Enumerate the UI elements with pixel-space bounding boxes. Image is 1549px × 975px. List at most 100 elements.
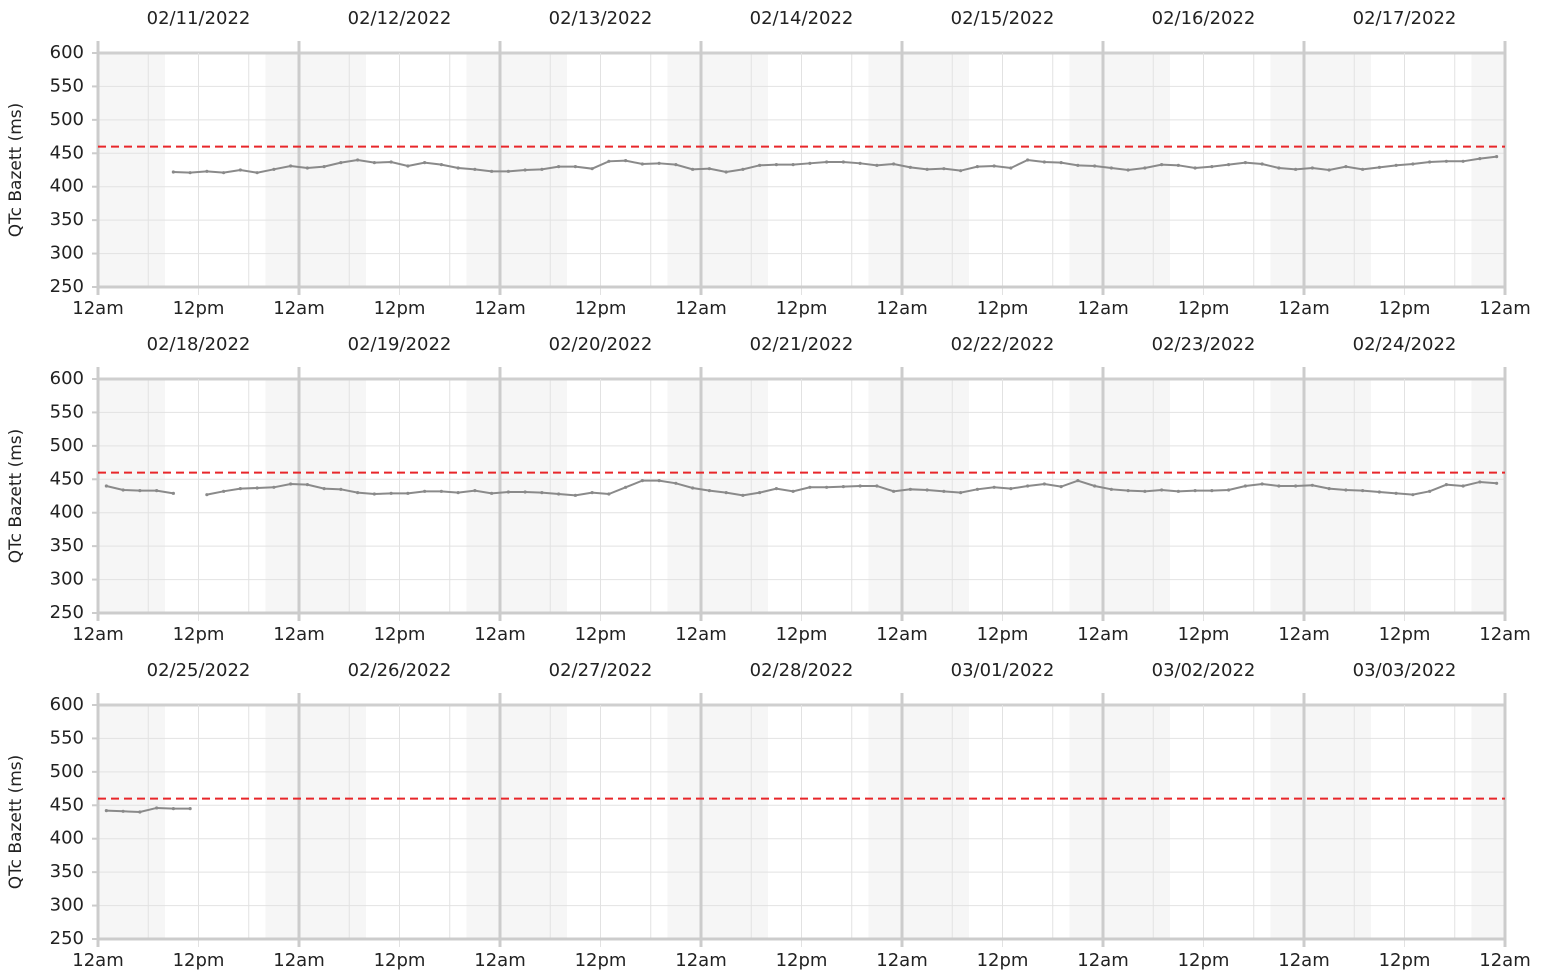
date-label: 02/15/2022 xyxy=(951,8,1055,29)
x-tick-label: 12am xyxy=(1278,624,1329,645)
data-point xyxy=(356,158,360,162)
data-point xyxy=(841,485,845,489)
y-tick-label: 600 xyxy=(50,694,84,715)
date-label: 03/03/2022 xyxy=(1353,660,1457,681)
x-tick-label: 12am xyxy=(72,624,123,645)
y-tick-label: 450 xyxy=(50,794,84,815)
data-point xyxy=(1260,482,1264,486)
date-label: 02/24/2022 xyxy=(1353,334,1457,355)
data-point xyxy=(791,163,795,167)
y-tick-label: 300 xyxy=(50,243,84,264)
x-tick-label: 12pm xyxy=(575,950,627,971)
date-label: 02/18/2022 xyxy=(147,334,251,355)
x-tick-label: 12am xyxy=(1278,950,1329,971)
date-label: 02/20/2022 xyxy=(549,334,653,355)
x-tick-label: 12am xyxy=(1479,624,1530,645)
date-label: 02/13/2022 xyxy=(549,8,653,29)
data-point xyxy=(272,485,276,489)
data-point xyxy=(1428,160,1432,164)
data-line xyxy=(173,155,1497,174)
y-tick-label: 450 xyxy=(50,142,84,163)
data-point xyxy=(322,487,326,491)
data-point xyxy=(1176,163,1180,167)
y-tick-label: 600 xyxy=(50,42,84,63)
x-tick-label: 12am xyxy=(273,950,324,971)
data-point xyxy=(1310,483,1314,487)
data-point xyxy=(1160,488,1164,492)
data-point xyxy=(1109,487,1113,491)
data-point xyxy=(1227,488,1231,492)
data-point xyxy=(1109,166,1113,170)
date-label: 02/25/2022 xyxy=(147,660,251,681)
data-point xyxy=(607,159,611,163)
data-point xyxy=(155,489,159,493)
data-point xyxy=(1495,481,1499,485)
data-point xyxy=(1143,166,1147,170)
data-point xyxy=(1059,161,1063,165)
y-tick-label: 250 xyxy=(50,276,84,297)
data-point xyxy=(540,167,544,171)
data-point xyxy=(289,482,293,486)
data-point xyxy=(959,169,963,173)
y-tick-label: 300 xyxy=(50,569,84,590)
data-point xyxy=(523,490,527,494)
data-point xyxy=(104,809,108,813)
data-point xyxy=(1093,484,1097,488)
date-label: 02/28/2022 xyxy=(750,660,854,681)
data-point xyxy=(1009,487,1013,491)
y-tick-label: 400 xyxy=(50,502,84,523)
data-point xyxy=(875,484,879,488)
data-point xyxy=(473,167,477,171)
data-point xyxy=(188,171,192,175)
data-point xyxy=(925,488,929,492)
night-band xyxy=(1270,379,1371,613)
data-point xyxy=(707,167,711,171)
data-point xyxy=(456,491,460,495)
data-point xyxy=(925,167,929,171)
data-point xyxy=(1227,163,1231,167)
data-point xyxy=(439,489,443,493)
data-point xyxy=(808,485,812,489)
data-point xyxy=(1428,489,1432,493)
night-band xyxy=(265,379,366,613)
y-tick-label: 400 xyxy=(50,828,84,849)
data-point xyxy=(1411,493,1415,497)
data-point xyxy=(892,162,896,166)
x-tick-label: 12pm xyxy=(776,624,828,645)
night-band xyxy=(265,705,366,939)
x-tick-label: 12pm xyxy=(1379,950,1431,971)
data-point xyxy=(992,485,996,489)
y-tick-label: 350 xyxy=(50,535,84,556)
x-tick-label: 12pm xyxy=(374,298,426,319)
x-tick-label: 12pm xyxy=(776,298,828,319)
y-tick-label: 500 xyxy=(50,109,84,130)
data-point xyxy=(1461,159,1465,163)
data-point xyxy=(205,169,209,173)
data-point xyxy=(272,167,276,171)
night-band xyxy=(466,705,567,939)
data-point xyxy=(1377,165,1381,169)
date-label: 03/01/2022 xyxy=(951,660,1055,681)
data-point xyxy=(171,491,175,495)
data-point xyxy=(1294,484,1298,488)
data-point xyxy=(942,167,946,171)
data-point xyxy=(774,163,778,167)
data-point xyxy=(908,487,912,491)
data-point xyxy=(121,809,125,813)
data-point xyxy=(1243,484,1247,488)
data-point xyxy=(573,493,577,497)
data-point xyxy=(372,161,376,165)
data-point xyxy=(305,166,309,170)
data-point xyxy=(490,169,494,173)
data-point xyxy=(1042,482,1046,486)
data-point xyxy=(1294,167,1298,171)
x-tick-label: 12pm xyxy=(1379,298,1431,319)
y-tick-label: 550 xyxy=(50,75,84,96)
data-point xyxy=(657,479,661,483)
data-point xyxy=(1160,163,1164,167)
date-label: 02/17/2022 xyxy=(1353,8,1457,29)
date-label: 02/22/2022 xyxy=(951,334,1055,355)
data-point xyxy=(942,489,946,493)
x-tick-label: 12pm xyxy=(173,298,225,319)
data-point xyxy=(389,160,393,164)
